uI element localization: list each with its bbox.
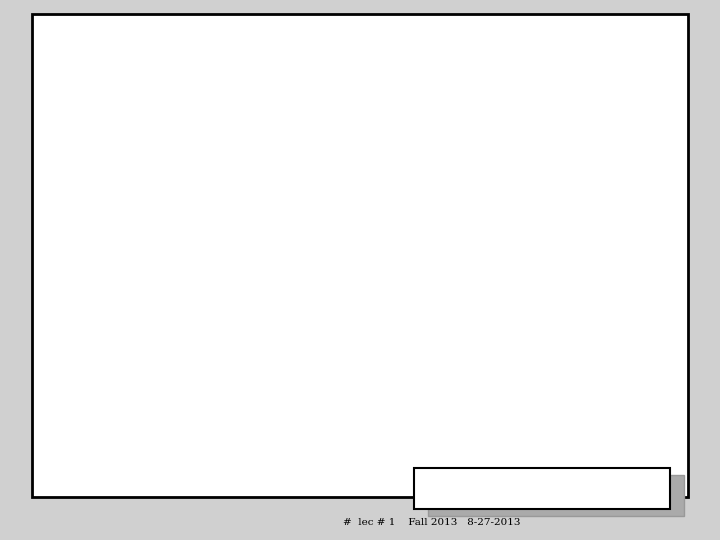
Text: Message-Passing Example:: Message-Passing Example: bbox=[66, 48, 568, 82]
Text: 2D grid
point to point
network: 2D grid point to point network bbox=[144, 403, 239, 450]
Text: Circa 1983: Circa 1983 bbox=[397, 118, 467, 131]
Text: Communication
Assist (CA): Communication Assist (CA) bbox=[577, 299, 677, 322]
Text: Each node
Is a 2-way-SMP: Each node Is a 2-way-SMP bbox=[576, 144, 663, 166]
Text: CMPE655 - Shaaban: CMPE655 - Shaaban bbox=[432, 469, 655, 487]
Text: #  lec # 1    Fall 2013   8-27-2013: # lec # 1 Fall 2013 8-27-2013 bbox=[343, 518, 521, 527]
Text: Intel Paragon: Intel Paragon bbox=[109, 107, 366, 141]
